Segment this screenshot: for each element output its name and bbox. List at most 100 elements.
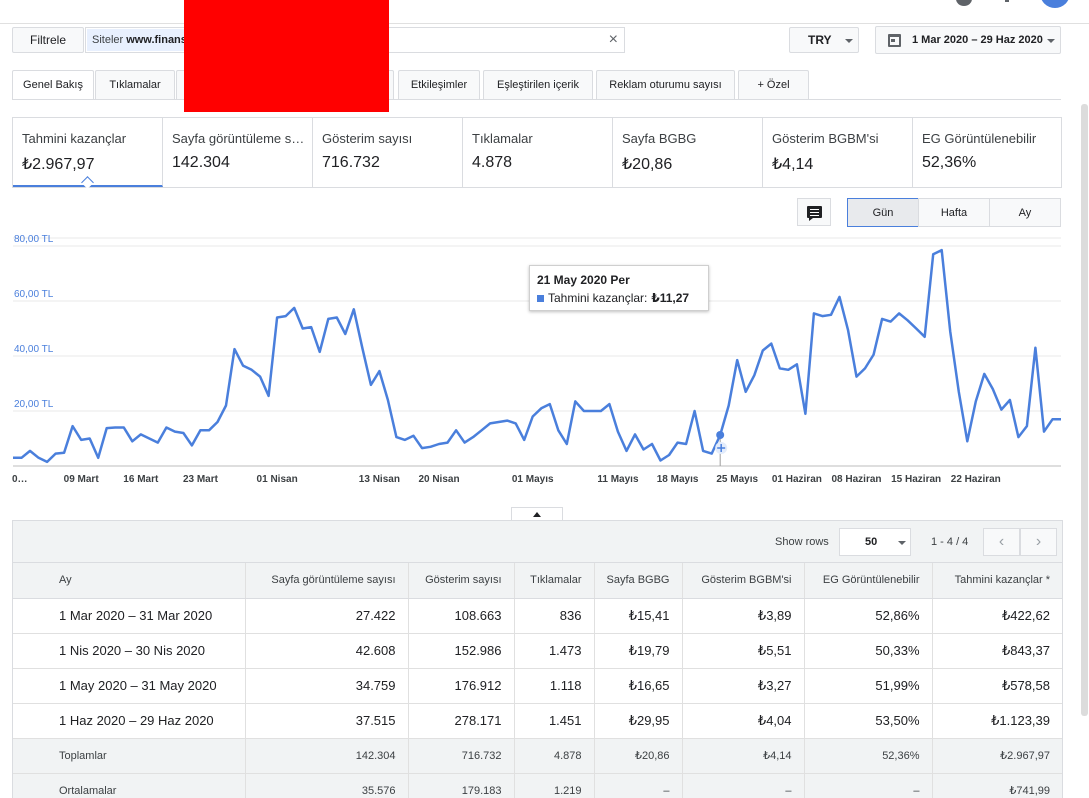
table-cell: 1.118 (514, 668, 595, 704)
column-header-viewability[interactable]: EG Görüntülenebilir (804, 563, 933, 599)
table-cell: – (804, 773, 933, 798)
metric-card-earnings[interactable]: Tahmini kazançlar ₺2.967,97 (13, 118, 163, 189)
x-tick-label: 0… (12, 474, 28, 485)
metric-cards: Tahmini kazançlar ₺2.967,97 Sayfa görünt… (12, 117, 1062, 189)
report-table: Show rows 50 1 - 4 / 4 ‹ › Ay Sayfa görü… (12, 520, 1063, 798)
column-header-clicks[interactable]: Tıklamalar (514, 563, 595, 599)
metric-value: ₺20,86 (622, 156, 673, 173)
x-tick-label: 18 Mayıs (657, 474, 699, 485)
earnings-line-chart[interactable]: 20,00 TL 40,00 TL 60,00 TL 80,00 TL 0… 09 Ma… (0, 232, 1089, 492)
metric-label: Sayfa BGBG (622, 131, 697, 146)
tabs-divider (12, 99, 1061, 100)
column-header-impressions[interactable]: Gösterim sayısı (408, 563, 515, 599)
granularity-day[interactable]: Gün (847, 198, 919, 227)
metric-card-pageviews[interactable]: Sayfa görüntüleme s… 142.304 (163, 118, 313, 187)
column-header-impression-rpm[interactable]: Gösterim BGBM'si (682, 563, 805, 599)
granularity-week[interactable]: Hafta (918, 198, 990, 227)
page-scrollbar[interactable] (1081, 104, 1088, 716)
currency-select[interactable]: TRY (789, 27, 859, 53)
x-tick-label: 11 Mayıs (597, 474, 639, 485)
table-cell: 152.986 (408, 633, 515, 669)
table-cell: ₺2.967,97 (932, 738, 1062, 774)
tab-genel-bakis[interactable]: Genel Bakış (12, 70, 94, 100)
x-tick-label: 20 Nisan (418, 474, 459, 485)
chevron-down-icon (898, 541, 906, 545)
collapse-chart-toggle[interactable] (511, 507, 563, 521)
table-cell: – (682, 773, 805, 798)
help-icon[interactable] (956, 0, 972, 6)
granularity-month[interactable]: Ay (989, 198, 1061, 227)
table-cell: 278.171 (408, 703, 515, 739)
selected-indicator (81, 176, 94, 189)
x-tick-label: 08 Haziran (831, 474, 881, 485)
metric-label: Gösterim sayısı (322, 131, 413, 146)
metric-card-page-rpm[interactable]: Sayfa BGBG ₺20,86 (613, 118, 763, 187)
tab-ozel[interactable]: + Özel (738, 70, 809, 100)
metric-card-viewability[interactable]: EG Görüntülenebilir 52,36% (913, 118, 1061, 187)
tab-reklam-oturumu[interactable]: Reklam oturumu sayısı (596, 70, 735, 100)
calendar-icon (888, 34, 901, 47)
filter-chip-prefix: Siteler (92, 34, 124, 46)
table-cell: Toplamlar (13, 738, 246, 774)
table-cell: 1 Nis 2020 – 30 Nis 2020 (13, 633, 246, 669)
y-tick-label: 80,00 TL (14, 234, 54, 245)
table-cell: ₺741,99 (932, 773, 1062, 798)
close-icon[interactable]: × (608, 31, 618, 48)
column-header-month[interactable]: Ay (13, 563, 246, 599)
table-cell: 142.304 (245, 738, 409, 774)
metric-label: Sayfa görüntüleme s… (172, 131, 303, 146)
table-cell: 50,33% (804, 633, 933, 669)
apps-icon[interactable] (1005, 0, 1009, 2)
x-tick-label: 25 Mayıs (716, 474, 758, 485)
annotation-button[interactable] (797, 198, 831, 226)
table-header-row: Ay Sayfa görüntüleme sayısı Gösterim say… (13, 563, 1062, 599)
table-cell: 52,36% (804, 738, 933, 774)
metric-label: Gösterim BGBM'si (772, 131, 879, 146)
metric-value: ₺2.967,97 (22, 156, 95, 173)
highlighted-point[interactable] (716, 431, 725, 440)
column-header-earnings[interactable]: Tahmini kazançlar * (932, 563, 1062, 599)
metric-card-impression-rpm[interactable]: Gösterim BGBM'si ₺4,14 (763, 118, 913, 187)
table-cell: ₺4,14 (682, 738, 805, 774)
column-header-pageviews[interactable]: Sayfa görüntüleme sayısı (245, 563, 409, 599)
table-cell: 52,86% (804, 598, 933, 634)
chevron-down-icon (845, 39, 853, 43)
metric-card-clicks[interactable]: Tıklamalar 4.878 (463, 118, 613, 187)
date-range-select[interactable]: 1 Mar 2020 – 29 Haz 2020 (875, 26, 1061, 54)
redaction-block (184, 0, 389, 112)
table-row: 1 May 2020 – 31 May 2020 34.759 176.912 … (13, 668, 1062, 704)
metric-card-impressions[interactable]: Gösterim sayısı 716.732 (313, 118, 463, 187)
table-cell: 35.576 (245, 773, 409, 798)
chevron-up-icon (533, 512, 541, 517)
chart-tooltip: 21 May 2020 Per Tahmini kazançlar: ₺11,2… (529, 265, 709, 311)
prev-page-button[interactable]: ‹ (983, 528, 1020, 556)
table-cell: ₺15,41 (594, 598, 683, 634)
y-tick-label: 60,00 TL (14, 289, 54, 300)
tab-tiklamalar[interactable]: Tıklamalar (95, 70, 175, 100)
next-page-button[interactable]: › (1020, 528, 1057, 556)
filter-button[interactable]: Filtrele (12, 27, 84, 53)
table-cell: Ortalamalar (13, 773, 246, 798)
x-tick-label: 01 Haziran (772, 474, 822, 485)
table-cell: ₺5,51 (682, 633, 805, 669)
table-cell: 1 Mar 2020 – 31 Mar 2020 (13, 598, 246, 634)
avatar[interactable] (1040, 0, 1070, 8)
filter-chip[interactable]: Siteler www.finans (87, 29, 187, 51)
date-range-value: 1 Mar 2020 – 29 Haz 2020 (912, 34, 1043, 46)
table-cell: 53,50% (804, 703, 933, 739)
chevron-left-icon: ‹ (998, 533, 1005, 550)
table-cell: ₺19,79 (594, 633, 683, 669)
column-header-page-rpm[interactable]: Sayfa BGBG (594, 563, 683, 599)
pagination-text: 1 - 4 / 4 (931, 536, 969, 548)
table-cell: ₺422,62 (932, 598, 1062, 634)
metric-value: 716.732 (322, 154, 380, 171)
rows-per-page-select[interactable]: 50 (839, 528, 911, 556)
top-app-bar (0, 0, 1089, 24)
tab-etkilesimler[interactable]: Etkileşimler (398, 70, 480, 100)
tooltip-date: 21 May 2020 Per (537, 273, 630, 287)
table-cell: 51,99% (804, 668, 933, 704)
data-table: Ay Sayfa görüntüleme sayısı Gösterim say… (13, 563, 1062, 798)
x-tick-label: 16 Mart (123, 474, 159, 485)
x-tick-label: 23 Mart (183, 474, 219, 485)
tab-eslestirilen-icerik[interactable]: Eşleştirilen içerik (483, 70, 593, 100)
